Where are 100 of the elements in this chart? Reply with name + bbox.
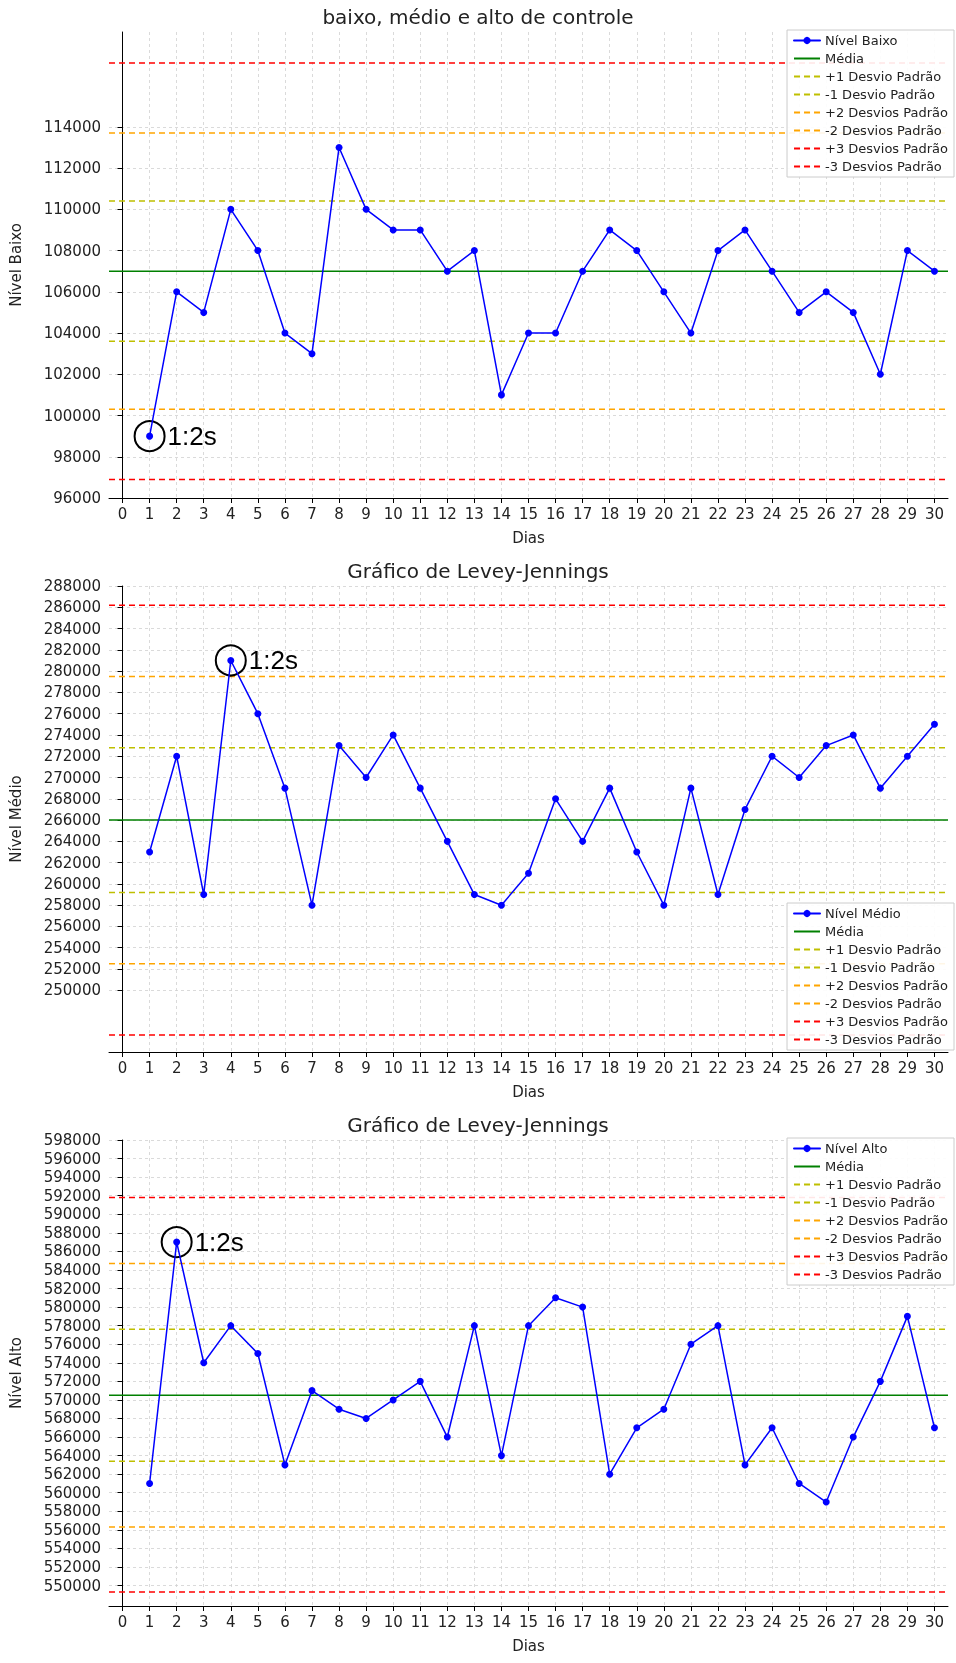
x-tick-label: 7 (307, 504, 317, 523)
legend-label: +1 Desvio Padrão (825, 942, 942, 957)
x-tick-label: 0 (117, 504, 128, 523)
x-tick-label: 18 (600, 1612, 620, 1631)
x-tick-label: 26 (816, 1612, 836, 1631)
x-tick-label: 3 (198, 504, 209, 523)
y-tick-label: 568000 (43, 1409, 101, 1428)
x-tick-label: 16 (546, 1612, 566, 1631)
x-tick-label: 1 (144, 1612, 155, 1631)
y-axis-title: Nível Alto (6, 1337, 25, 1409)
legend-label: +3 Desvios Padrão (825, 141, 949, 156)
legend-label: Média (825, 924, 865, 939)
y-tick-label: 582000 (43, 1279, 101, 1298)
x-tick-label: 7 (307, 1612, 317, 1631)
y-tick-label: 112000 (43, 159, 101, 178)
x-tick-label: 21 (681, 504, 701, 523)
y-tick-label: 590000 (43, 1205, 101, 1224)
y-tick-label: 572000 (43, 1372, 101, 1391)
x-tick-label: 0 (117, 1612, 128, 1631)
y-tick-label: 264000 (43, 832, 101, 851)
legend-label: -2 Desvios Padrão (825, 996, 942, 1011)
x-tick-label: 13 (464, 1058, 484, 1077)
legend-label: +2 Desvios Padrão (825, 978, 949, 993)
x-tick-label: 30 (924, 504, 945, 523)
y-tick-label: 584000 (43, 1260, 101, 1279)
legend-label: Média (825, 1159, 865, 1174)
x-tick-label: 23 (735, 1612, 755, 1631)
y-tick-label: 102000 (43, 365, 101, 384)
y-tick-label: 574000 (43, 1353, 101, 1372)
x-tick-label: 10 (383, 504, 403, 523)
x-tick-label: 17 (573, 1612, 593, 1631)
y-tick-label: 556000 (43, 1520, 101, 1539)
x-tick-label: 22 (708, 504, 728, 523)
annotation: 1:2s (194, 1227, 244, 1258)
y-tick-label: 570000 (43, 1390, 101, 1409)
x-tick-label: 25 (789, 1058, 809, 1077)
legend-label: +3 Desvios Padrão (825, 1249, 949, 1264)
x-tick-label: 15 (518, 1058, 539, 1077)
y-tick-label: 256000 (43, 917, 101, 936)
x-tick-label: 30 (924, 1612, 945, 1631)
legend-label: -3 Desvios Padrão (825, 159, 942, 174)
legend-label: -3 Desvios Padrão (825, 1267, 942, 1282)
y-tick-label: 260000 (43, 874, 101, 893)
x-tick-label: 4 (226, 1612, 236, 1631)
x-tick-label: 12 (437, 1612, 457, 1631)
x-tick-label: 1 (144, 1058, 155, 1077)
y-tick-label: 274000 (43, 725, 101, 744)
x-tick-label: 5 (253, 1612, 263, 1631)
legend-label: -1 Desvio Padrão (825, 87, 936, 102)
y-tick-label: 562000 (43, 1465, 101, 1484)
x-axis-title: Dias (512, 1636, 546, 1655)
y-tick-label: 278000 (43, 683, 101, 702)
y-tick-label: 254000 (43, 938, 101, 957)
x-tick-label: 29 (897, 1612, 917, 1631)
y-tick-label: 96000 (53, 489, 101, 507)
y-tick-label: 276000 (43, 704, 101, 723)
y-tick-label: 106000 (43, 282, 101, 301)
y-tick-label: 104000 (43, 324, 101, 343)
y-tick-label: 578000 (43, 1316, 101, 1335)
x-tick-label: 4 (226, 1058, 236, 1077)
x-tick-label: 27 (843, 1058, 863, 1077)
x-tick-label: 3 (198, 1612, 209, 1631)
y-tick-label: 284000 (43, 619, 101, 638)
y-tick-label: 108000 (43, 241, 101, 260)
legend-label: -1 Desvio Padrão (825, 960, 936, 975)
x-tick-label: 29 (897, 504, 917, 523)
y-tick-label: 580000 (43, 1298, 101, 1317)
y-tick-label: 250000 (43, 981, 101, 1000)
x-tick-label: 23 (735, 504, 755, 523)
y-tick-label: 114000 (43, 117, 101, 136)
x-tick-label: 13 (464, 504, 484, 523)
x-tick-label: 2 (171, 1058, 182, 1077)
y-tick-label: 100000 (43, 406, 101, 425)
x-tick-label: 28 (870, 504, 890, 523)
x-tick-label: 6 (280, 1058, 290, 1077)
y-tick-label: 598000 (43, 1131, 101, 1149)
x-tick-label: 15 (518, 504, 539, 523)
y-tick-label: 550000 (43, 1576, 101, 1595)
legend-label: +2 Desvios Padrão (825, 105, 949, 120)
x-tick-label: 3 (198, 1058, 209, 1077)
chart-title: Gráfico de Levey-Jennings (347, 559, 609, 583)
x-tick-label: 22 (708, 1612, 728, 1631)
legend-label: +2 Desvios Padrão (825, 1213, 949, 1228)
legend-label: +1 Desvio Padrão (825, 69, 942, 84)
annotation: 1:2s (167, 421, 217, 452)
chart-title: baixo, médio e alto de controle (322, 5, 634, 29)
x-tick-label: 20 (654, 504, 674, 523)
x-tick-label: 16 (546, 1058, 566, 1077)
x-tick-label: 13 (464, 1612, 484, 1631)
y-tick-label: 270000 (43, 768, 101, 787)
x-tick-label: 20 (654, 1612, 674, 1631)
x-tick-label: 25 (789, 1612, 809, 1631)
y-tick-label: 258000 (43, 896, 101, 915)
x-tick-label: 11 (410, 1058, 430, 1077)
y-tick-label: 288000 (43, 577, 101, 595)
legend-label: -2 Desvios Padrão (825, 123, 942, 138)
x-tick-label: 21 (681, 1058, 701, 1077)
y-axis-title: Nível Médio (6, 775, 25, 863)
y-tick-label: 594000 (43, 1168, 101, 1187)
x-tick-label: 14 (491, 1058, 511, 1077)
